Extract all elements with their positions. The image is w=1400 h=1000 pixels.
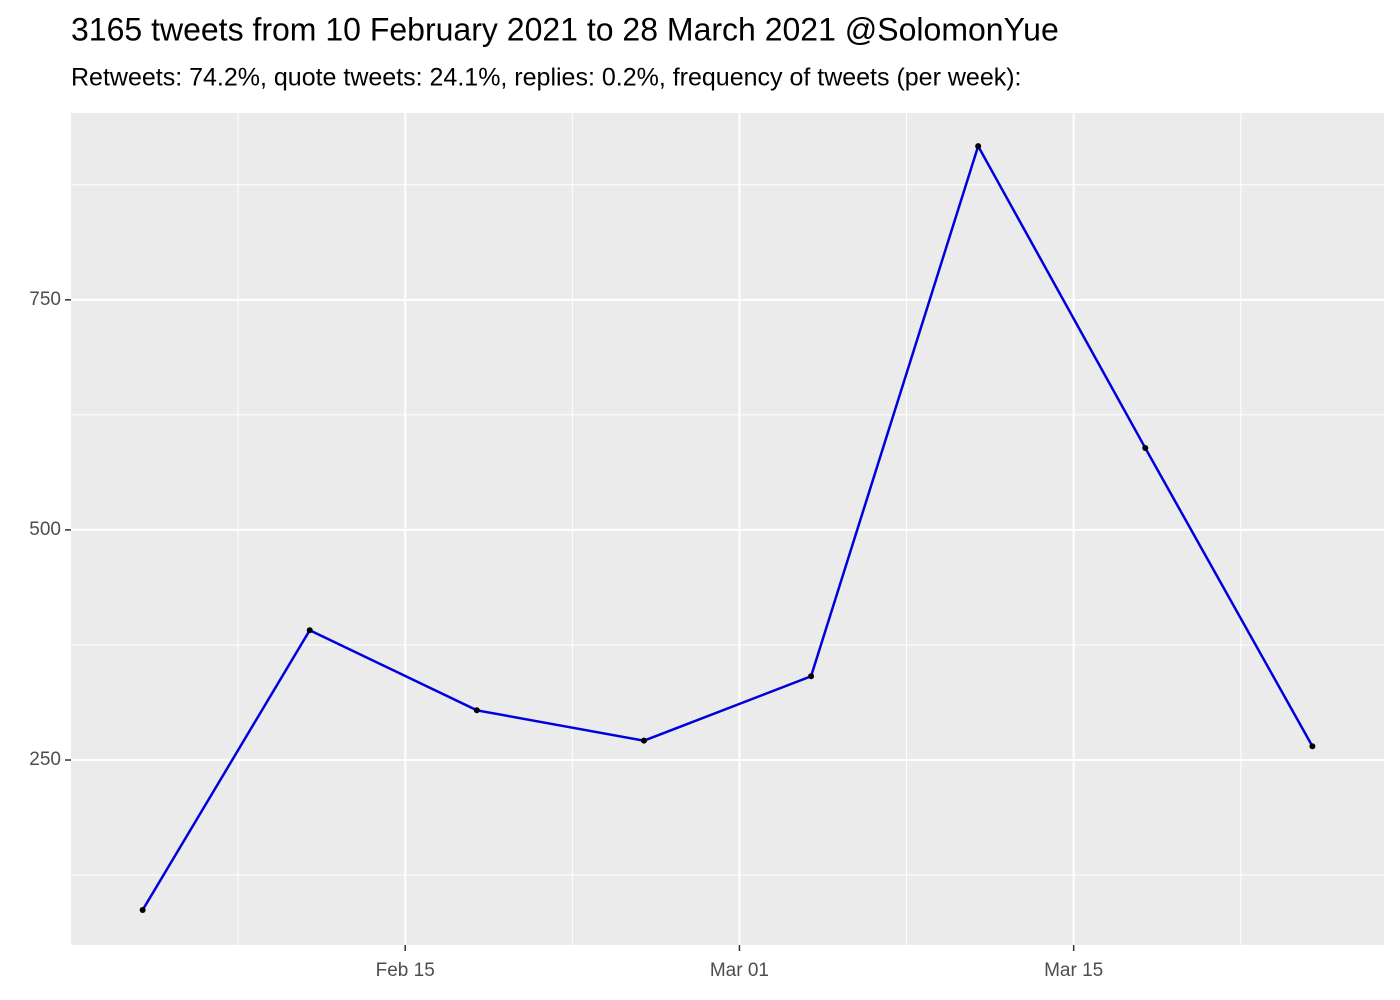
point — [1309, 743, 1316, 750]
chart-subtitle: Retweets: 74.2%, quote tweets: 24.1%, re… — [71, 64, 1022, 92]
point — [975, 143, 982, 150]
point — [306, 627, 313, 634]
point — [139, 907, 146, 914]
point — [640, 737, 647, 744]
x-tick-label: Feb 15 — [376, 960, 435, 981]
y-tick-label: 250 — [29, 749, 61, 770]
chart-title: 3165 tweets from 10 February 2021 to 28 … — [71, 11, 1059, 47]
point — [473, 707, 480, 714]
x-tick-label: Mar 01 — [710, 960, 769, 981]
y-tick-label: 500 — [29, 519, 61, 540]
point — [1142, 445, 1149, 452]
x-tick-label: Mar 15 — [1044, 960, 1103, 981]
point — [808, 673, 815, 680]
line — [141, 142, 1314, 911]
y-tick-label: 750 — [29, 289, 61, 310]
